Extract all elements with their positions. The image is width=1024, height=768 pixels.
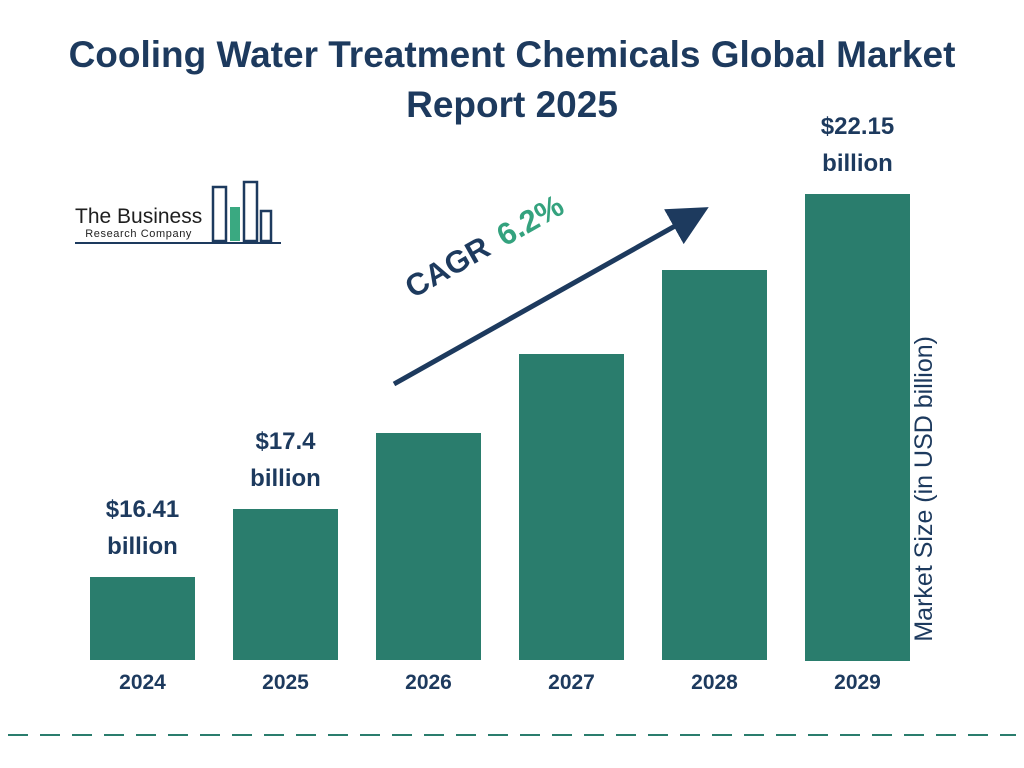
bar-column-2028: 2028 — [662, 108, 767, 705]
bar-2029 — [805, 194, 910, 661]
x-tick-2027: 2027 — [548, 670, 595, 694]
bar-column-2024: $16.41 billion 2024 — [90, 108, 195, 705]
bar-value-label-2029: $22.15 billion — [820, 113, 895, 178]
chart-title: Cooling Water Treatment Chemicals Global… — [68, 34, 956, 125]
x-tick-2028: 2028 — [691, 670, 738, 694]
logo-line1: The Business — [75, 204, 203, 228]
x-tick-2024: 2024 — [119, 670, 166, 694]
bar-chart: $16.41 billion 2024 $17.4 billion 2025 2026 202… — [90, 108, 910, 705]
bar-2026 — [376, 433, 481, 660]
logo-line2: Research Company — [85, 228, 193, 240]
bar-value-label-2024: $16.41 billion — [105, 495, 180, 560]
bar-column-2026: 2026 — [376, 108, 481, 705]
x-tick-2025: 2025 — [262, 670, 309, 694]
bar-2025 — [233, 509, 338, 660]
bar-value-label-2025: $17.4 billion — [250, 427, 321, 492]
bar-column-2029: $22.15 billion 2029 — [805, 108, 910, 705]
y-axis-label: Market Size (in USD billion) — [910, 336, 938, 642]
bottom-dashed-divider — [8, 734, 1016, 736]
bar-column-2027: 2027 — [519, 108, 624, 705]
cagr-trend-arrow — [392, 207, 709, 387]
bar-2027 — [519, 354, 624, 660]
logo-barchart-icon — [211, 180, 273, 242]
bar-2028 — [662, 270, 767, 660]
bar-2024 — [90, 577, 195, 660]
x-tick-2029: 2029 — [834, 670, 881, 694]
logo-text: The Business Research Company — [75, 205, 202, 242]
x-tick-2026: 2026 — [405, 670, 452, 694]
bar-column-2025: $17.4 billion 2025 — [233, 108, 338, 705]
company-logo: The Business Research Company — [75, 180, 281, 244]
